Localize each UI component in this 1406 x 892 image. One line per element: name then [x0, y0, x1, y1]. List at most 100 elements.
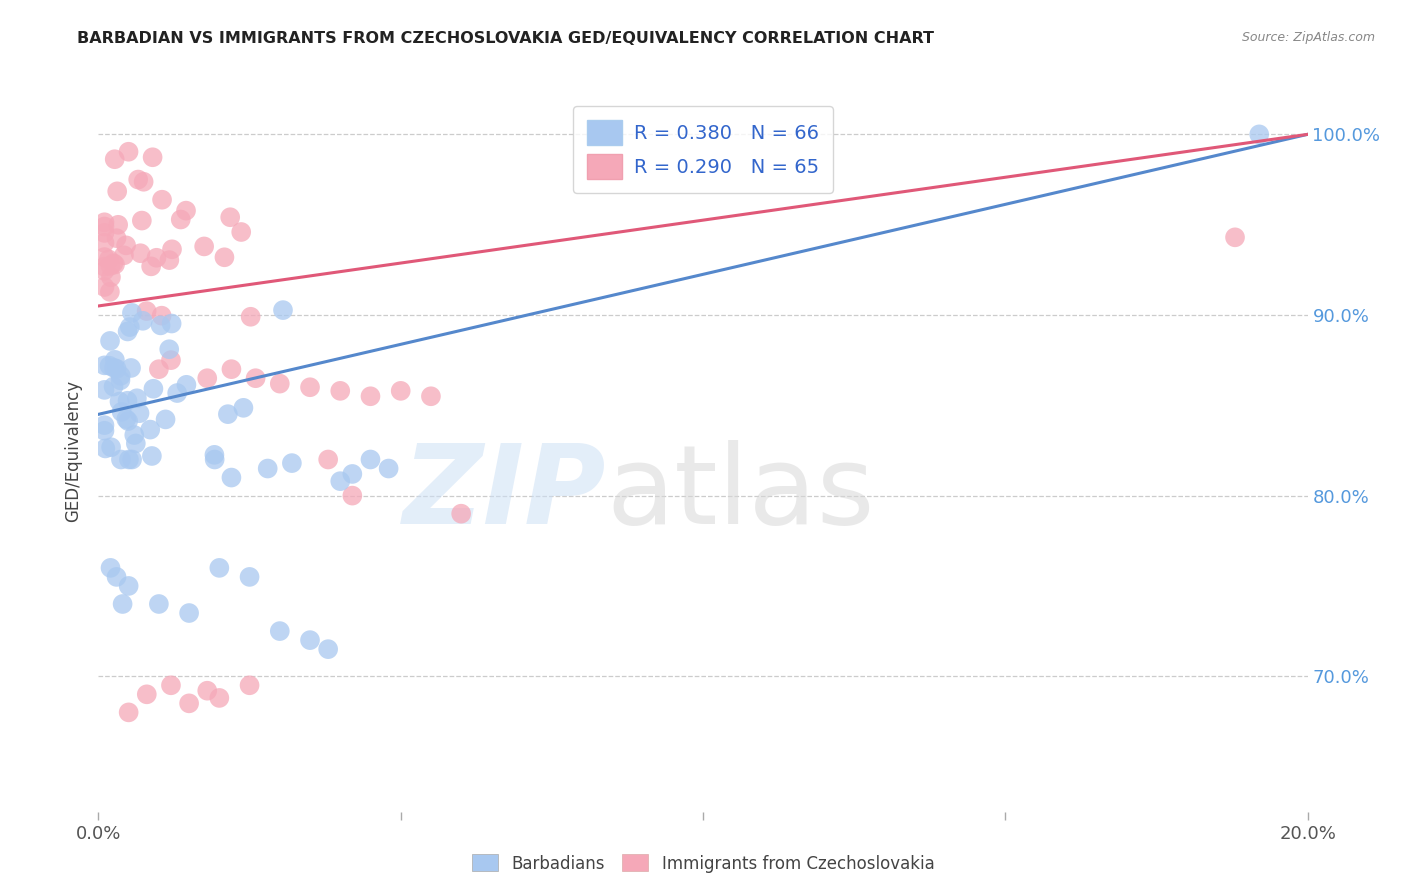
Text: ZIP: ZIP [402, 441, 606, 548]
Point [329, 384, 352, 398]
Point [103, 379, 125, 393]
Point [316, 642, 339, 657]
Point [100, 259, 122, 273]
Point [115, 412, 138, 426]
Point [97, 252, 120, 267]
Point [142, 382, 165, 396]
Point [269, 624, 291, 638]
Point [131, 213, 153, 227]
Point [93, 418, 115, 433]
Point [360, 389, 382, 403]
Point [120, 361, 142, 376]
Point [174, 203, 197, 218]
Point [129, 246, 152, 260]
Point [125, 436, 148, 450]
Point [245, 371, 267, 385]
Point [135, 304, 157, 318]
Point [150, 193, 173, 207]
Point [299, 380, 322, 394]
Point [94, 442, 117, 456]
Point [122, 428, 145, 442]
Point [132, 314, 155, 328]
Point [103, 360, 125, 375]
Point [105, 231, 128, 245]
Text: atlas: atlas [606, 441, 875, 548]
Point [98, 334, 121, 348]
Point [110, 405, 132, 419]
Point [128, 406, 150, 420]
Point [98, 359, 121, 373]
Point [232, 401, 254, 415]
Point [239, 570, 262, 584]
Point [193, 239, 215, 253]
Point [100, 440, 122, 454]
Point [117, 393, 139, 408]
Point [239, 678, 262, 692]
Point [269, 376, 291, 391]
Point [360, 452, 382, 467]
Point [139, 260, 162, 274]
Point [105, 184, 128, 198]
Point [117, 325, 139, 339]
Point [160, 242, 183, 256]
Point [214, 250, 236, 264]
Point [149, 318, 172, 333]
Point [219, 211, 242, 225]
Point [93, 264, 115, 278]
Point [377, 461, 399, 475]
Point [121, 306, 143, 320]
Point [139, 423, 162, 437]
Point [221, 362, 243, 376]
Point [121, 452, 143, 467]
Point [118, 579, 141, 593]
Point [115, 238, 138, 252]
Legend: Barbadians, Immigrants from Czechoslovakia: Barbadians, Immigrants from Czechoslovak… [465, 847, 941, 880]
Point [157, 253, 180, 268]
Point [176, 377, 198, 392]
Point [93, 215, 115, 229]
Point [104, 257, 127, 271]
Point [98, 285, 121, 299]
Point [110, 373, 132, 387]
Point [231, 225, 253, 239]
Point [299, 633, 322, 648]
Point [125, 391, 148, 405]
Point [132, 175, 155, 189]
Point [155, 412, 177, 426]
Point [93, 226, 115, 240]
Point [342, 489, 364, 503]
Point [148, 362, 170, 376]
Point [111, 597, 134, 611]
Point [342, 467, 364, 481]
Point [157, 343, 180, 357]
Point [195, 683, 218, 698]
Point [103, 256, 125, 270]
Text: BARBADIAN VS IMMIGRANTS FROM CZECHOSLOVAKIA GED/EQUIVALENCY CORRELATION CHART: BARBADIAN VS IMMIGRANTS FROM CZECHOSLOVA… [77, 31, 935, 46]
Text: Source: ZipAtlas.com: Source: ZipAtlas.com [1241, 31, 1375, 45]
Point [105, 362, 128, 376]
Point [104, 352, 127, 367]
Point [100, 270, 122, 285]
Point [145, 251, 167, 265]
Point [135, 687, 157, 701]
Point [195, 371, 218, 385]
Point [160, 317, 183, 331]
Point [104, 152, 127, 166]
Point [208, 690, 231, 705]
Point [204, 452, 226, 467]
Point [93, 280, 115, 294]
Point [93, 424, 115, 438]
Point [93, 250, 115, 264]
Point [142, 150, 165, 164]
Point [108, 394, 131, 409]
Point [329, 474, 352, 488]
Point [420, 389, 443, 403]
Y-axis label: GED/Equivalency: GED/Equivalency [65, 379, 83, 522]
Point [107, 218, 129, 232]
Point [110, 368, 132, 383]
Point [118, 320, 141, 334]
Point [105, 570, 128, 584]
Point [117, 145, 139, 159]
Point [93, 235, 115, 250]
Point [1223, 230, 1246, 244]
